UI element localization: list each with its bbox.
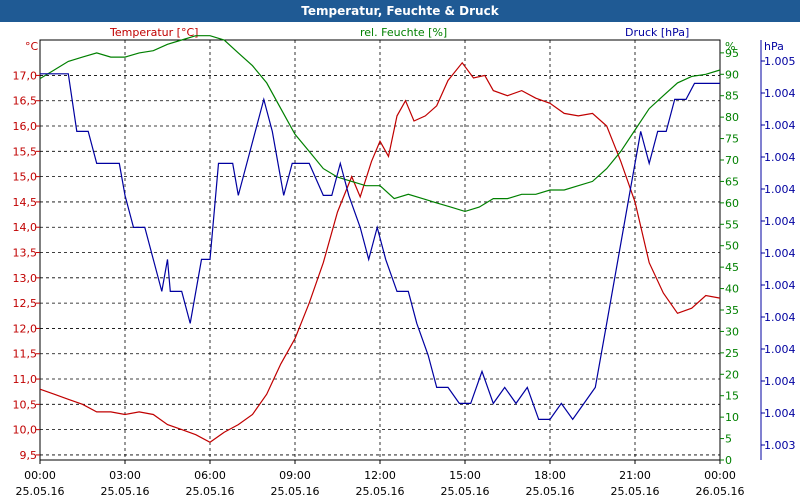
temp-tick-label: 11,5 (13, 348, 38, 361)
x-tick-date: 25.05.16 (356, 485, 405, 498)
x-tick-time: 21:00 (619, 469, 651, 482)
temp-tick-label: 16,5 (13, 95, 38, 108)
temp-tick-label: 11,0 (13, 373, 38, 386)
x-tick-date: 25.05.16 (271, 485, 320, 498)
x-tick-date: 25.05.16 (101, 485, 150, 498)
x-tick-date: 25.05.16 (441, 485, 490, 498)
humidity-tick-label: 45 (725, 261, 739, 274)
humidity-tick-label: 40 (725, 283, 739, 296)
x-tick-time: 15:00 (449, 469, 481, 482)
humidity-axis-label: rel. Feuchte [%] (360, 26, 447, 39)
humidity-tick-label: 90 (725, 68, 739, 81)
humidity-tick-label: 55 (725, 218, 739, 231)
x-tick-date: 25.05.16 (526, 485, 575, 498)
x-tick-date: 25.05.16 (16, 485, 65, 498)
series-line-temperature (39, 61, 721, 444)
pressure-tick-label: 1.004 (764, 407, 796, 420)
temp-tick-label: 14,5 (13, 196, 38, 209)
temp-tick-label: 12,0 (13, 322, 38, 335)
humidity-tick-label: 70 (725, 154, 739, 167)
pressure-tick-label: 1.004 (764, 343, 796, 356)
x-tick-time: 00:00 (24, 469, 56, 482)
pressure-tick-label: 1.004 (764, 311, 796, 324)
pressure-tick-label: 1.004 (764, 151, 796, 164)
chart-canvas: 9,5 10,0 10,5 11,0 11,5 12,0 12,5 13,0 13,5 14,0 1… (13, 26, 796, 498)
temp-tick-label: 15,5 (13, 145, 38, 158)
humidity-tick-label: 5 (725, 433, 732, 446)
temp-tick-label: 15,0 (13, 171, 38, 184)
temp-tick-label: 13,5 (13, 247, 38, 260)
temp-tick-label: 16,0 (13, 120, 38, 133)
pressure-axis-label: Druck [hPa] (625, 26, 689, 39)
x-tick-time: 03:00 (109, 469, 141, 482)
pressure-tick-label: 1.004 (764, 215, 796, 228)
temp-tick-label: 9,5 (20, 449, 38, 462)
pressure-tick-label: 1.004 (764, 279, 796, 292)
x-tick-date: 26.05.16 (696, 485, 745, 498)
humidity-tick-label: 10 (725, 411, 739, 424)
temp-tick-label: 13,0 (13, 272, 38, 285)
humidity-tick-label: 65 (725, 175, 739, 188)
pressure-tick-label: 1.005 (764, 55, 796, 68)
temp-tick-label: 10,5 (13, 398, 38, 411)
humidity-tick-label: 0 (725, 454, 732, 467)
pressure-tick-label: 1.004 (764, 87, 796, 100)
x-tick-time: 12:00 (364, 469, 396, 482)
humidity-tick-label: 80 (725, 111, 739, 124)
humidity-tick-label: 95 (725, 47, 739, 60)
humidity-tick-label: 85 (725, 90, 739, 103)
humidity-tick-label: 25 (725, 347, 739, 360)
pressure-tick-label: 1.004 (764, 247, 796, 260)
x-tick-date: 25.05.16 (186, 485, 235, 498)
pressure-tick-label: 1.004 (764, 119, 796, 132)
pressure-unit-label: hPa (764, 40, 784, 53)
temp-tick-label: 17,0 (13, 69, 38, 82)
x-tick-date: 25.05.16 (611, 485, 660, 498)
temp-tick-label: 12,5 (13, 297, 38, 310)
window-title: Temperatur, Feuchte & Druck (0, 0, 800, 22)
temperature-axis-label: Temperatur [°C] (109, 26, 198, 39)
humidity-tick-label: 35 (725, 304, 739, 317)
temp-tick-label: 10,0 (13, 424, 38, 437)
series-line-humidity (39, 35, 721, 213)
pressure-tick-label: 1.004 (764, 375, 796, 388)
humidity-tick-label: 20 (725, 368, 739, 381)
humidity-tick-label: 15 (725, 390, 739, 403)
series-line-pressure (40, 73, 720, 421)
humidity-tick-label: 75 (725, 133, 739, 146)
humidity-unit-label: % (725, 40, 735, 53)
humidity-tick-label: 50 (725, 240, 739, 253)
pressure-tick-label: 1.003 (764, 439, 796, 452)
temp-tick-label: 14,0 (13, 221, 38, 234)
x-tick-time: 06:00 (194, 469, 226, 482)
pressure-tick-label: 1.004 (764, 183, 796, 196)
x-tick-time: 09:00 (279, 469, 311, 482)
temperature-unit-label: °C (25, 40, 39, 53)
x-tick-time: 18:00 (534, 469, 566, 482)
x-tick-time: 00:00 (704, 469, 736, 482)
humidity-tick-label: 30 (725, 325, 739, 338)
humidity-tick-label: 60 (725, 197, 739, 210)
